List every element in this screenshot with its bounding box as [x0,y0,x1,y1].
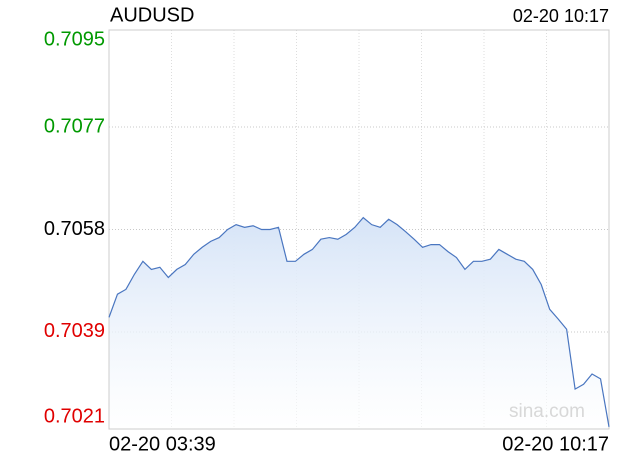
area [109,217,609,429]
plot-frame [108,29,610,430]
y-tick-label: 0.7077 [44,115,105,137]
y-tick-label: 0.7039 [44,320,105,342]
y-tick-label: 0.7095 [44,28,105,50]
y-tick-label: 0.7058 [44,218,105,240]
x-tick-label: 02-20 03:39 [109,433,216,455]
y-tick-label: 0.7021 [44,405,105,427]
watermark: sina.com [509,401,585,422]
price-line [108,216,610,427]
x-tick-label: 02-20 10:17 [502,433,609,455]
timestamp: 02-20 10:17 [513,6,609,26]
chart-title: AUDUSD [110,4,194,26]
